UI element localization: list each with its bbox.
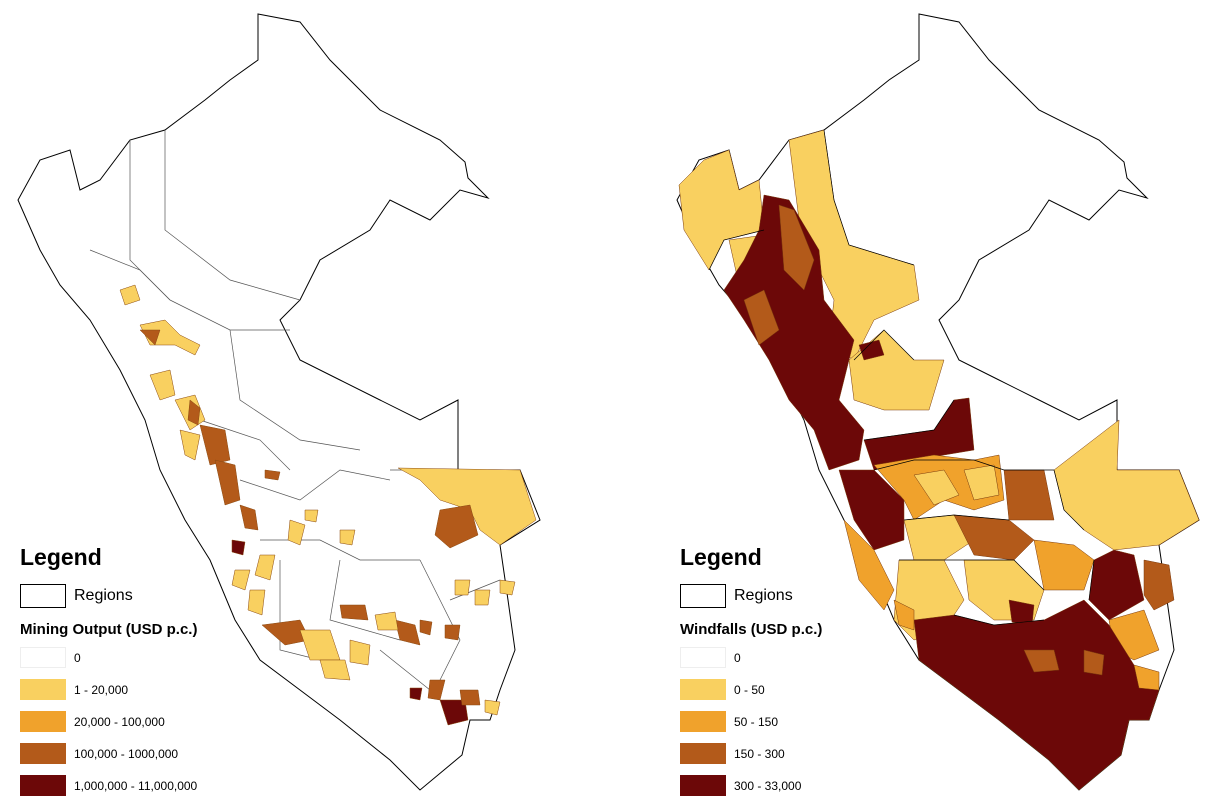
regions-label: Regions bbox=[734, 587, 793, 604]
legend-class-row: 0 - 50 bbox=[680, 678, 940, 701]
windfalls-areas bbox=[678, 129, 1200, 791]
legend-variable-title: Mining Output (USD p.c.) bbox=[20, 621, 198, 638]
legend-regions-row: Regions bbox=[20, 583, 280, 609]
legend-swatch bbox=[20, 775, 66, 796]
mining-output-areas bbox=[119, 284, 537, 726]
legend-class-label: 1 - 20,000 bbox=[74, 682, 129, 697]
legend-class-label: 0 - 50 bbox=[734, 682, 765, 697]
mining-output-map bbox=[17, 13, 541, 791]
legend-swatch bbox=[20, 743, 66, 764]
legend-swatch bbox=[680, 647, 726, 668]
legend-class-label: 0 bbox=[74, 650, 81, 665]
regions-swatch bbox=[680, 584, 726, 608]
windfalls-map bbox=[676, 13, 1200, 791]
legend-swatch bbox=[680, 679, 726, 700]
legend-class-label: 300 - 33,000 bbox=[734, 778, 802, 793]
region-boundaries bbox=[708, 129, 1095, 626]
legend-class-label: 150 - 300 bbox=[734, 746, 785, 761]
legend-swatch bbox=[680, 775, 726, 796]
legend-swatch bbox=[680, 743, 726, 764]
legend-class-label: 20,000 - 100,000 bbox=[74, 714, 165, 729]
regions-swatch bbox=[20, 584, 66, 608]
legend-variable-title: Windfalls (USD p.c.) bbox=[680, 621, 823, 638]
peru-outline bbox=[17, 13, 541, 791]
legend-class-label: 1,000,000 - 11,000,000 bbox=[74, 778, 198, 793]
legend-class-row: 50 - 150 bbox=[680, 710, 940, 733]
legend-class-row: 20,000 - 100,000 bbox=[20, 710, 280, 733]
legend-class-row: 100,000 - 1000,000 bbox=[20, 742, 280, 765]
legend-class-row: 0 bbox=[680, 646, 940, 669]
legend-swatch bbox=[20, 711, 66, 732]
legend-regions-row: Regions bbox=[680, 583, 940, 609]
legend-title: Legend bbox=[680, 544, 762, 570]
legend-class-row: 0 bbox=[20, 646, 280, 669]
legend-title: Legend bbox=[20, 544, 102, 570]
legend-class-label: 0 bbox=[734, 650, 741, 665]
legend-class-row: 300 - 33,000 bbox=[680, 774, 940, 797]
windfalls-map-panel: Legend Regions Windfalls (USD p.c.) 0 0 … bbox=[614, 0, 1227, 807]
legend-swatch bbox=[680, 711, 726, 732]
legend-class-row: 1,000,000 - 11,000,000 bbox=[20, 774, 280, 797]
regions-label: Regions bbox=[74, 587, 133, 604]
legend-class-row: 150 - 300 bbox=[680, 742, 940, 765]
legend: Legend Regions Windfalls (USD p.c.) 0 0 … bbox=[680, 544, 940, 806]
legend-swatch bbox=[20, 679, 66, 700]
mining-output-map-panel: Legend Regions Mining Output (USD p.c.) … bbox=[0, 0, 613, 807]
legend-class-row: 1 - 20,000 bbox=[20, 678, 280, 701]
legend-class-label: 100,000 - 1000,000 bbox=[74, 746, 179, 761]
legend-class-label: 50 - 150 bbox=[734, 714, 779, 729]
legend: Legend Regions Mining Output (USD p.c.) … bbox=[20, 544, 280, 806]
legend-swatch bbox=[20, 647, 66, 668]
